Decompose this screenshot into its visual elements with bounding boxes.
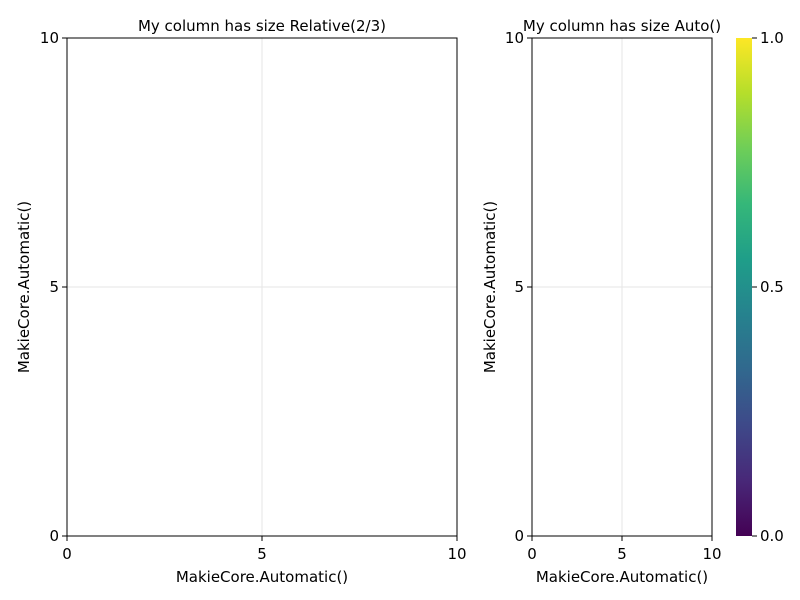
- axis-left-xlabel: MakieCore.Automatic(): [176, 568, 348, 586]
- axis-right-title: My column has size Auto(): [523, 17, 721, 35]
- colorbar-tick-label: 1.0: [760, 29, 784, 47]
- axis-right-ylabel: MakieCore.Automatic(): [481, 201, 499, 373]
- colorbar: 0.0 0.5 1.0: [736, 29, 784, 545]
- colorbar-gradient: [736, 38, 752, 536]
- colorbar-tick-label: 0.5: [760, 278, 784, 296]
- axis-left-grid: [67, 38, 457, 536]
- y-tick-label: 10: [40, 29, 59, 47]
- axis-right-grid: [532, 38, 712, 536]
- y-tick-label: 10: [505, 29, 524, 47]
- axis-left-ticks: 0 5 10 0 5 10: [40, 29, 467, 563]
- x-tick-label: 5: [617, 545, 627, 563]
- y-tick-label: 0: [514, 527, 524, 545]
- y-tick-label: 0: [49, 527, 59, 545]
- axis-left-title: My column has size Relative(2/3): [138, 17, 386, 35]
- y-tick-label: 5: [49, 278, 59, 296]
- x-tick-label: 5: [257, 545, 267, 563]
- axis-left: 0 5 10 0 5 10 My column has size Relative(2/3…: [15, 17, 467, 586]
- x-tick-label: 10: [447, 545, 466, 563]
- axis-right: 0 5 10 0 5 10 My column has size Auto() Makie…: [481, 17, 722, 586]
- colorbar-ticks: 0.0 0.5 1.0: [752, 29, 784, 545]
- axis-left-ylabel: MakieCore.Automatic(): [15, 201, 33, 373]
- x-tick-label: 0: [62, 545, 72, 563]
- x-tick-label: 0: [527, 545, 537, 563]
- axis-right-xlabel: MakieCore.Automatic(): [536, 568, 708, 586]
- axis-right-ticks: 0 5 10 0 5 10: [505, 29, 722, 563]
- colorbar-tick-label: 0.0: [760, 527, 784, 545]
- y-tick-label: 5: [514, 278, 524, 296]
- x-tick-label: 10: [702, 545, 721, 563]
